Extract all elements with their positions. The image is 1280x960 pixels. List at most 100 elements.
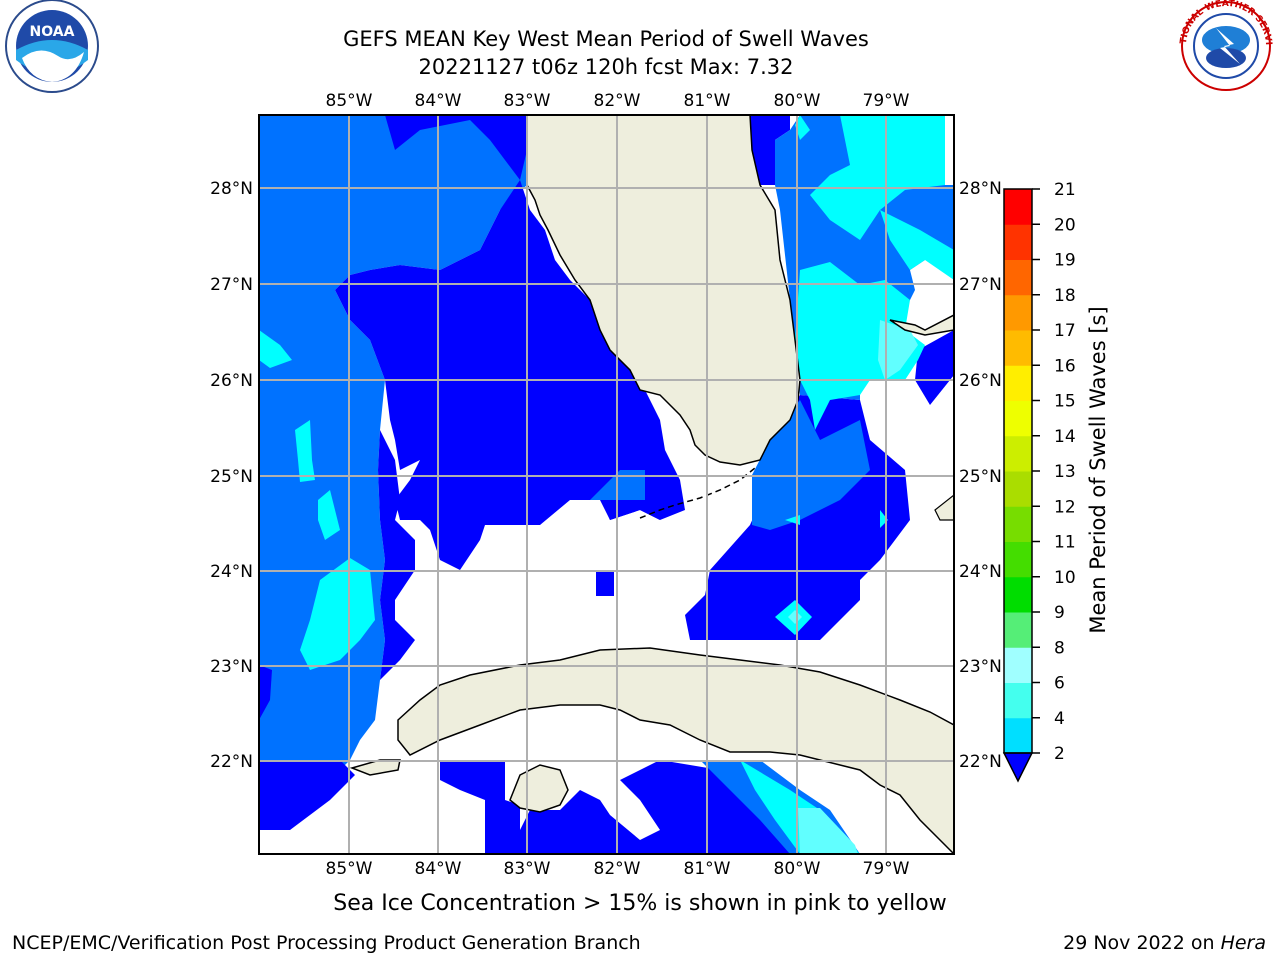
noaa-logo-text: NOAA [30,24,75,40]
colorbar-segment [1004,506,1032,542]
lat-label: 22°N [210,752,253,772]
swell-band-6-8-atlantic-ne [810,115,945,240]
colorbar-segment [1004,541,1032,578]
footer-date-text: 29 Nov 2022 on [1063,932,1221,954]
noaa-logo: NOAA [5,0,99,93]
swell-band-6-8-atlantic-north [795,115,810,140]
lat-label: 25°N [959,467,1002,487]
colorbar-tick-label: 16 [1054,356,1076,376]
colorbar-tick-label: 6 [1054,674,1065,694]
swell-band-2-4-caribbean [440,760,800,854]
colorbar-tick-label: 18 [1054,286,1076,306]
colorbar-tick-label: 19 [1054,251,1076,271]
colorbar-segment [1004,330,1032,366]
colorbar-segment [1004,682,1032,719]
lon-label: 80°W [774,859,821,879]
colorbar-tick-label: 10 [1054,568,1076,588]
lat-label: 25°N [210,467,253,487]
colorbar-segment [1004,471,1032,507]
lat-label: 26°N [210,371,253,391]
swell-band-4-6-atlantic-mid [752,400,870,530]
chart-title: GEFS MEAN Key West Mean Period of Swell … [343,27,869,51]
lon-label: 81°W [684,91,731,111]
colorbar-tick-label: 20 [1054,215,1076,235]
swell-band-8-9-atlantic [878,320,918,380]
colorbar-segment [1004,189,1032,225]
sea-ice-note: Sea Ice Concentration > 15% is shown in … [333,891,947,916]
colorbar-tick-label: 12 [1054,497,1076,517]
colorbar-tick-label: 21 [1054,180,1076,200]
colorbar-tick-label: 15 [1054,392,1076,412]
swell-band-8-9-caribbean [798,808,858,854]
lat-labels-left: 28°N 27°N 26°N 25°N 24°N 23°N 22°N [210,179,253,772]
lat-label: 23°N [959,657,1002,677]
lon-label: 83°W [504,859,551,879]
colorbar-tick-label: 8 [1054,638,1065,658]
land-florida-keys [639,467,756,519]
lon-label: 83°W [504,91,551,111]
lon-label: 80°W [774,91,821,111]
lon-label: 82°W [594,91,641,111]
swell-band-6-8-atlantic-dot2 [880,510,888,528]
lon-labels-top: 85°W 84°W 83°W 82°W 81°W 80°W 79°W [326,91,910,111]
nws-logo: NATIONAL WEATHER SERVICE [0,0,1273,91]
colorbar-title: Mean Period of Swell Waves [s] [1086,306,1110,633]
swell-band-6-8-west2 [295,420,315,482]
land-cuba [397,647,954,854]
lon-labels-bottom: 85°W 84°W 83°W 82°W 81°W 80°W 79°W [326,859,910,879]
lat-label: 28°N [210,179,253,199]
swell-band-6-8-west4 [300,558,375,670]
lat-label: 28°N [959,179,1002,199]
colorbar-segment [1004,576,1032,613]
colorbar-tick-label: 11 [1054,533,1076,553]
colorbar-tick-label: 17 [1054,321,1076,341]
swell-band-2-4-atlantic-east [915,330,954,405]
swell-band-6-8-west1 [259,330,292,368]
lat-label: 23°N [210,657,253,677]
swell-band-2-4-gulf-south [378,430,415,680]
lon-label: 85°W [326,859,373,879]
colorbar-tick-label: 13 [1054,462,1076,482]
land-andros [934,494,954,521]
lat-label: 22°N [959,752,1002,772]
lat-label: 24°N [210,562,253,582]
colorbar-segment [1004,365,1032,401]
colorbar-segment [1004,294,1032,331]
lon-label: 84°W [415,859,462,879]
swell-band-2-4-caribbean-sw [259,760,355,830]
footer-date: 29 Nov 2022 on Hera [1063,932,1266,954]
colorbar-segment [1004,259,1032,296]
graticule [259,115,954,854]
swell-band-6-8-west3 [318,490,340,540]
colorbar-segment [1004,224,1032,260]
swell-band-2-4-strait [485,480,610,525]
colorbar-underflow [1002,752,1034,783]
map-plot-area [259,115,954,854]
lon-label: 82°W [594,859,641,879]
lat-labels-right: 28°N 27°N 26°N 25°N 24°N 23°N 22°N [959,179,1002,772]
colorbar-segment [1004,435,1032,472]
footer-credit: NCEP/EMC/Verification Post Processing Pr… [12,932,641,954]
lat-label: 24°N [959,562,1002,582]
lon-label: 79°W [863,859,910,879]
swell-band-6-8-atlantic-e [880,210,954,280]
lat-label: 27°N [210,275,253,295]
colorbar-segment [1004,647,1032,683]
lon-label: 84°W [415,91,462,111]
colorbar: 2 4 6 8 9 10 11 12 13 14 15 16 17 18 19 20 21 [1002,180,1076,783]
swell-band-2-4-atlantic-north [750,115,790,185]
lon-label: 81°W [684,859,731,879]
lon-label: 79°W [863,91,910,111]
map-frame [258,114,955,855]
footer-host: Hera [1220,932,1266,954]
chart-subtitle: 20221127 t06z 120h fcst Max: 7.32 [418,55,794,79]
colorbar-segment [1004,612,1032,648]
lat-label: 26°N [959,371,1002,391]
colorbar-tick-label: 4 [1054,709,1065,729]
nws-logo-text: NATIONAL WEATHER SERVICE [0,0,1273,45]
swell-band-2-4-sw [259,665,272,720]
colorbar-tick-label: 2 [1054,744,1065,764]
swell-band-6-8-atlantic-mid [795,262,925,430]
